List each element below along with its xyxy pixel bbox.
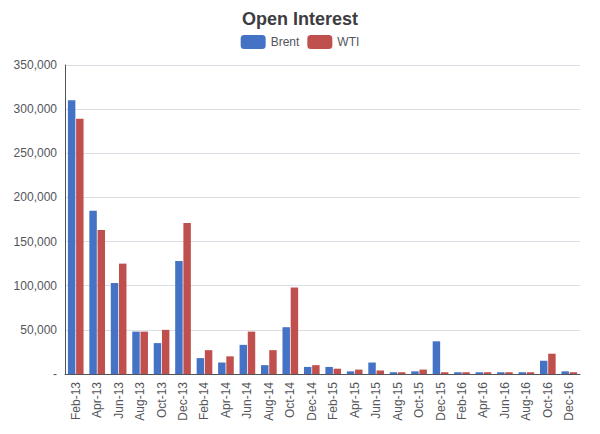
svg-text:Dec-15: Dec-15: [434, 382, 448, 421]
svg-text:WTI: WTI: [337, 35, 359, 49]
svg-text:Jun-15: Jun-15: [369, 382, 383, 419]
svg-text:150,000: 150,000: [14, 235, 58, 249]
svg-text:Feb-16: Feb-16: [455, 382, 469, 420]
svg-text:Apr-15: Apr-15: [348, 382, 362, 418]
svg-text:300,000: 300,000: [14, 102, 58, 116]
svg-text:Aug-16: Aug-16: [519, 382, 533, 421]
svg-text:100,000: 100,000: [14, 279, 58, 293]
svg-text:350,000: 350,000: [14, 58, 58, 72]
svg-text:Feb-15: Feb-15: [326, 382, 340, 420]
svg-text:Aug-15: Aug-15: [391, 382, 405, 421]
svg-text:Aug-14: Aug-14: [262, 382, 276, 421]
svg-text:Open Interest: Open Interest: [242, 9, 358, 29]
svg-text:Aug-13: Aug-13: [133, 382, 147, 421]
svg-text:50,000: 50,000: [20, 323, 57, 337]
svg-text:Oct-13: Oct-13: [155, 382, 169, 418]
svg-text:250,000: 250,000: [14, 146, 58, 160]
svg-text:Oct-14: Oct-14: [283, 382, 297, 418]
svg-text:Oct-16: Oct-16: [541, 382, 555, 418]
svg-text:200,000: 200,000: [14, 190, 58, 204]
svg-text:Brent: Brent: [271, 35, 300, 49]
svg-text:Dec-16: Dec-16: [562, 382, 576, 421]
svg-text:-: -: [53, 367, 57, 381]
svg-text:Apr-14: Apr-14: [219, 382, 233, 418]
svg-text:Apr-16: Apr-16: [476, 382, 490, 418]
svg-text:Dec-13: Dec-13: [176, 382, 190, 421]
svg-text:Jun-13: Jun-13: [112, 382, 126, 419]
svg-text:Feb-14: Feb-14: [197, 382, 211, 420]
svg-text:Dec-14: Dec-14: [305, 382, 319, 421]
svg-text:Apr-13: Apr-13: [90, 382, 104, 418]
svg-text:Oct-15: Oct-15: [412, 382, 426, 418]
svg-text:Jun-16: Jun-16: [498, 382, 512, 419]
svg-text:Jun-14: Jun-14: [240, 382, 254, 419]
svg-text:Feb-13: Feb-13: [69, 382, 83, 420]
